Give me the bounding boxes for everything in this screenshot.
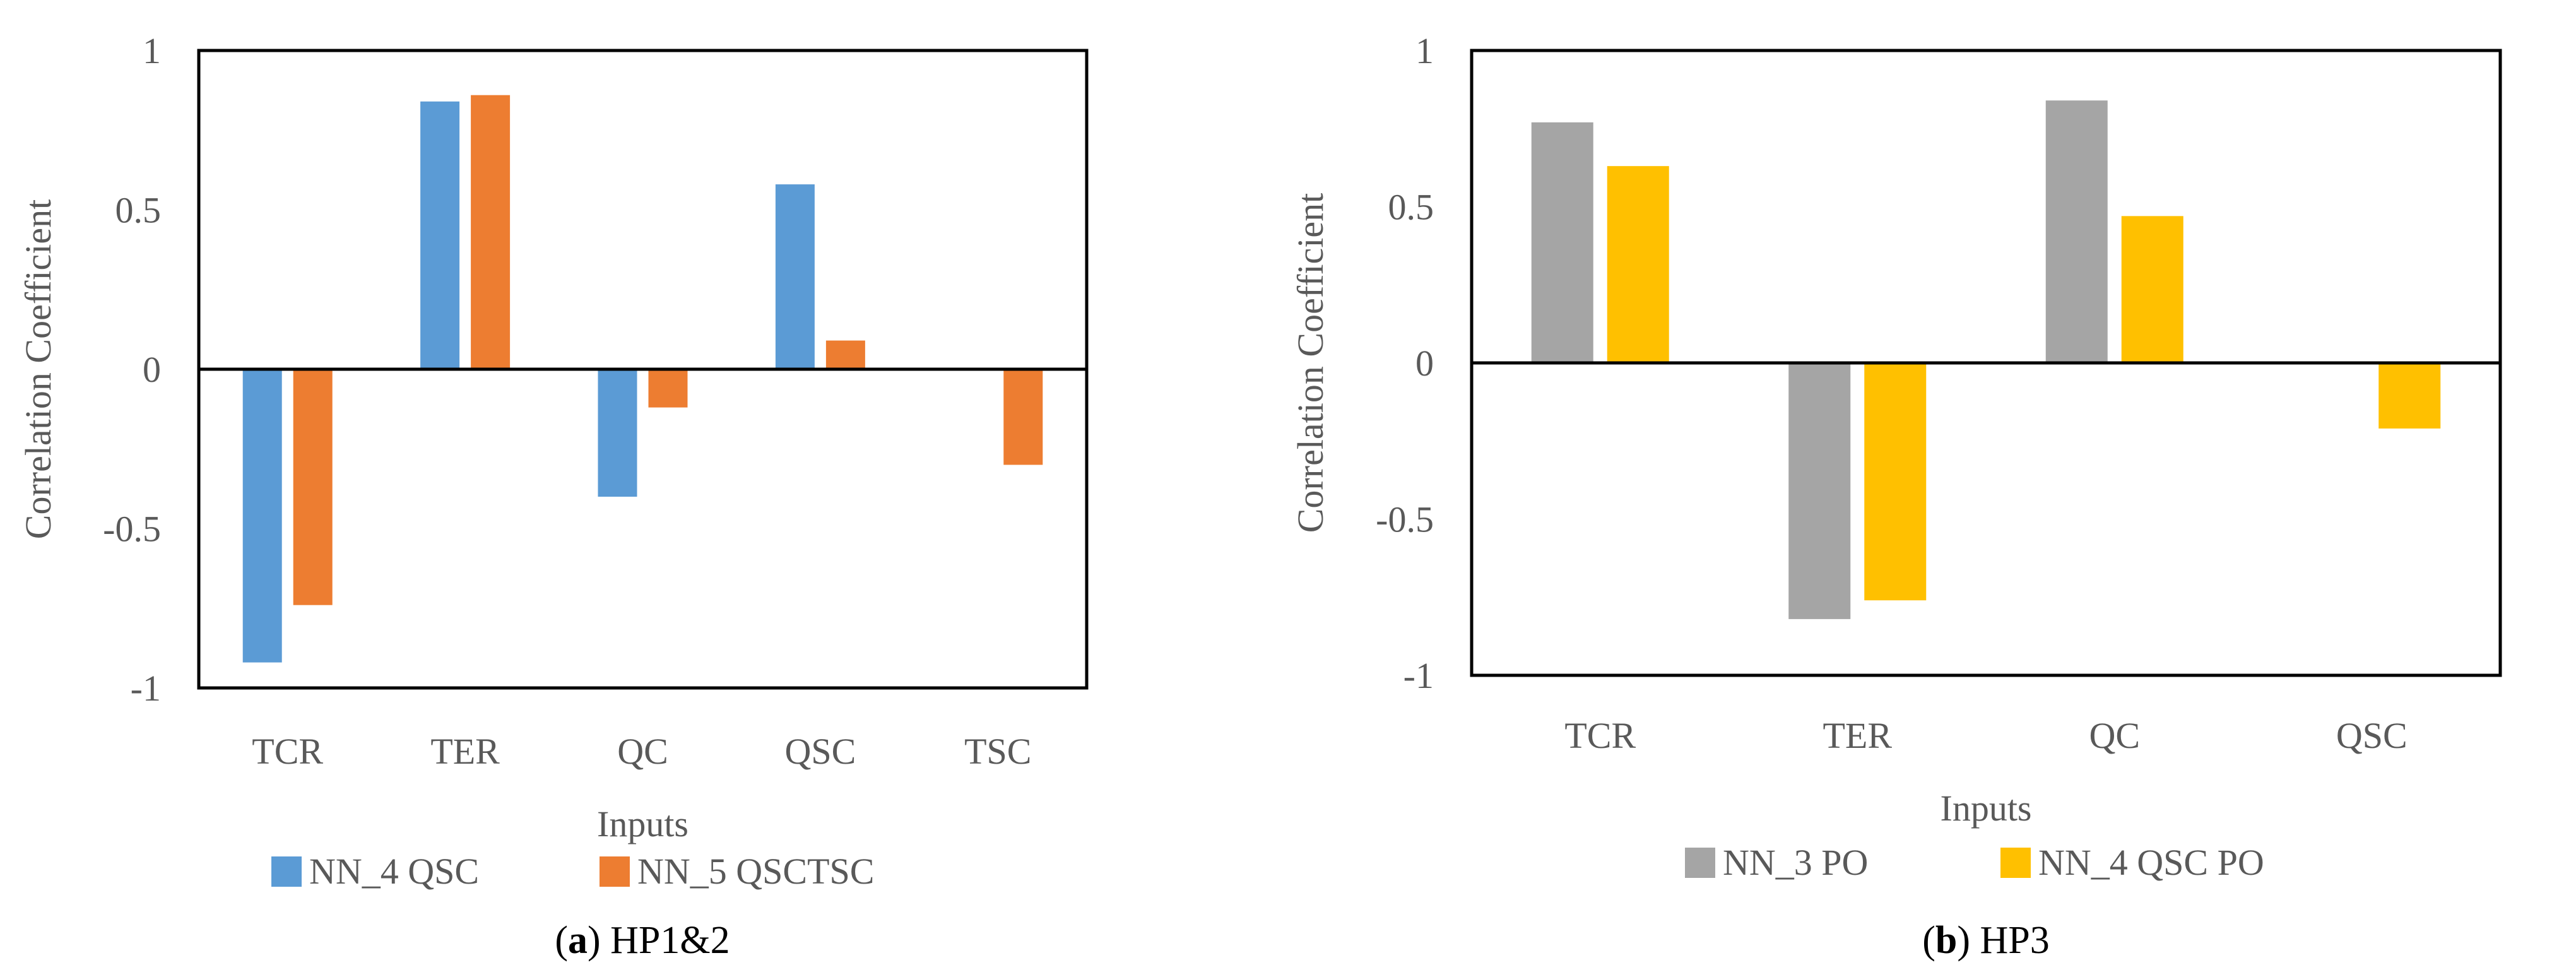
bar-tcr-series-1	[1531, 122, 1593, 363]
y-axis-title: Correlation Coefficient	[1290, 193, 1331, 533]
y-tick-label: -0.5	[103, 509, 161, 550]
chart-panel-a: -1 -0.5 0 0.5 1 Correlation Coefficient TCR TER…	[18, 30, 1089, 962]
bar-ter-series-1	[1788, 363, 1851, 619]
legend-swatch	[1685, 848, 1715, 878]
y-tick-label: -1	[131, 668, 161, 709]
y-tick-label: -0.5	[1376, 499, 1434, 540]
bar-qc-series-2	[2121, 216, 2183, 363]
y-tick-label: 0	[1415, 343, 1434, 384]
x-tick-label: TSC	[964, 731, 1031, 772]
x-tick-label: QC	[617, 731, 668, 772]
legend-swatch	[600, 856, 630, 887]
bar-ter-series-2	[1864, 363, 1927, 601]
bar-tcr-series-2	[1607, 166, 1669, 363]
legend-label: NN_4 QSC PO	[2038, 842, 2264, 883]
y-tick-label: -1	[1403, 655, 1434, 696]
y-tick-label: 1	[1415, 30, 1434, 71]
bar-qsc-series-2	[825, 340, 865, 369]
legend-label: NN_5 QSCTSC	[637, 851, 874, 892]
bar-tcr-series-1	[242, 369, 282, 663]
x-tick-label: TER	[1823, 715, 1892, 756]
y-tick-label: 0	[143, 349, 161, 390]
bar-qc-series-2	[648, 369, 688, 408]
panel-caption: (a) HP1&2	[555, 919, 730, 962]
panel-caption: (b) HP3	[1922, 919, 2050, 962]
x-axis-title: Inputs	[1941, 788, 2032, 829]
bar-qsc-series-1	[775, 184, 815, 369]
legend-label: NN_3 PO	[1723, 842, 1868, 883]
x-tick-label: QC	[2089, 715, 2140, 756]
bar-ter-series-1	[420, 101, 460, 370]
x-tick-label: TCR	[1564, 715, 1636, 756]
legend-label: NN_4 QSC	[309, 851, 479, 892]
bar-ter-series-2	[471, 95, 511, 369]
x-tick-label: QSC	[2336, 715, 2408, 756]
bar-tsc-series-2	[1003, 369, 1043, 465]
chart-panel-b: -1 -0.5 0 0.5 1 Correlation Coefficient TCR TER…	[1290, 30, 2502, 962]
y-tick-label: 0.5	[115, 190, 162, 231]
y-axis-title: Correlation Coefficient	[18, 199, 59, 539]
legend-swatch	[2000, 848, 2031, 878]
legend-swatch	[271, 856, 302, 887]
x-tick-label: TCR	[252, 731, 323, 772]
bar-qc-series-1	[598, 369, 637, 497]
x-tick-label: QSC	[784, 731, 856, 772]
bar-qc-series-1	[2045, 100, 2108, 363]
y-tick-label: 1	[143, 30, 161, 71]
y-tick-label: 0.5	[1388, 187, 1434, 228]
x-tick-label: TER	[430, 731, 500, 772]
bar-qsc-series-2	[2378, 363, 2441, 429]
x-axis-title: Inputs	[597, 803, 688, 844]
bar-tcr-series-2	[293, 369, 333, 605]
